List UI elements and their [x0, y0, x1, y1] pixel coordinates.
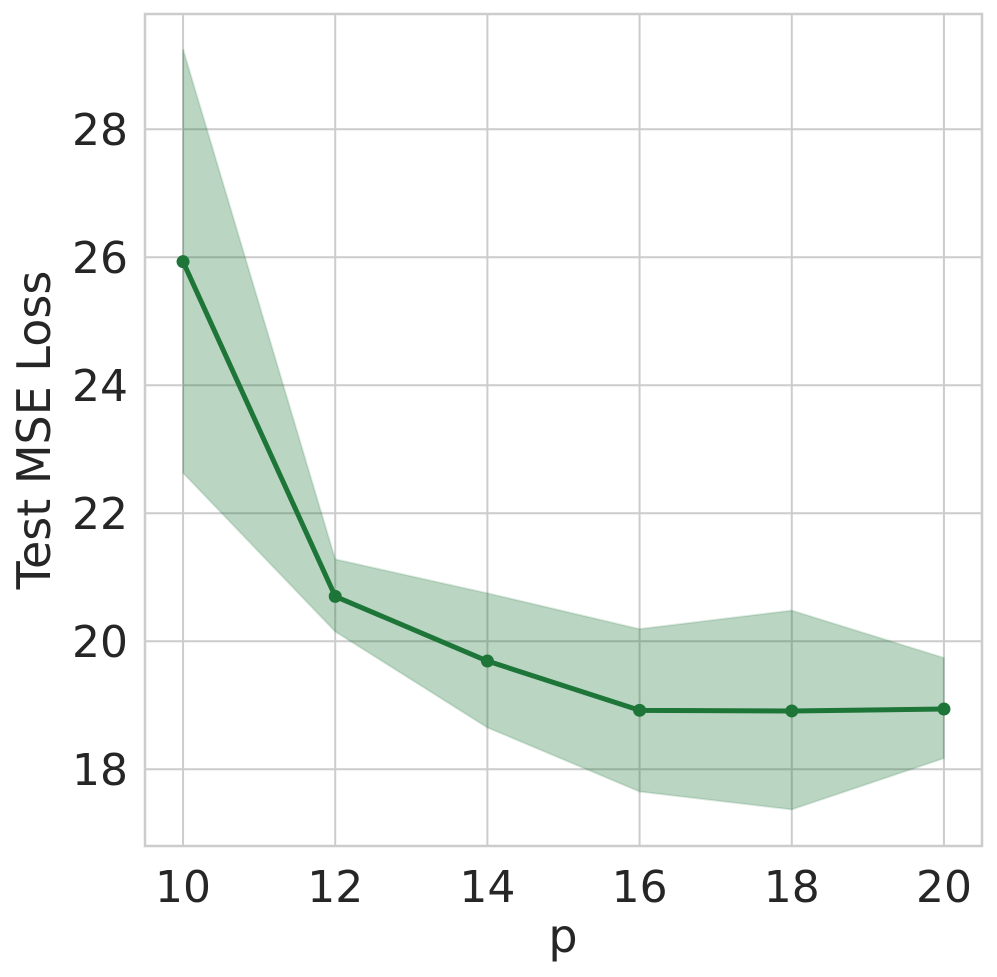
data-point	[785, 704, 799, 718]
grid	[145, 14, 982, 846]
x-tick-label: 14	[459, 862, 515, 913]
x-axis-label: p	[548, 909, 577, 963]
y-tick-label: 20	[72, 617, 128, 668]
y-tick-label: 26	[72, 233, 128, 284]
series-line	[180, 259, 947, 714]
data-point	[328, 589, 342, 603]
y-tick-labels: 18 20 22 24 26 28	[72, 105, 128, 796]
y-tick-label: 28	[72, 105, 128, 156]
x-tick-label: 18	[764, 862, 820, 913]
y-axis-label: Test MSE Loss	[7, 271, 61, 591]
data-point	[937, 702, 951, 716]
confidence-band-layer	[182, 48, 945, 811]
x-tick-label: 20	[916, 862, 972, 913]
data-point	[633, 703, 647, 717]
plot-frame	[143, 12, 984, 848]
series-line-layer	[180, 259, 947, 714]
y-tick-label: 18	[72, 745, 128, 796]
y-tick-label: 24	[72, 361, 128, 412]
x-tick-label: 16	[612, 862, 668, 913]
data-point-layer	[176, 255, 951, 718]
y-tick-label: 22	[72, 489, 128, 540]
data-point	[480, 654, 494, 668]
confidence-band	[182, 48, 945, 811]
data-point	[176, 255, 190, 269]
x-tick-labels: 10 12 14 16 18 20	[155, 862, 972, 913]
x-tick-label: 12	[307, 862, 363, 913]
x-tick-label: 10	[155, 862, 211, 913]
